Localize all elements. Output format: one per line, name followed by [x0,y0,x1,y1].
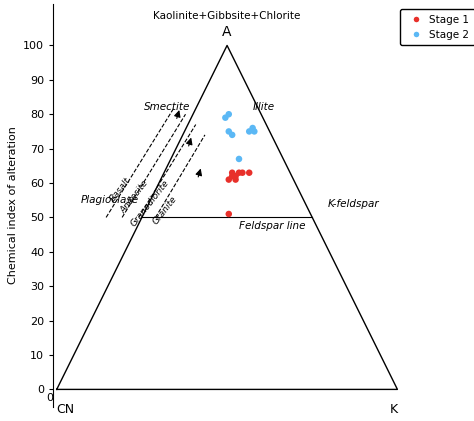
Text: Illite: Illite [253,102,275,112]
Y-axis label: Chemical index of alteration: Chemical index of alteration [8,126,18,284]
Text: Kaolinite+Gibbsite+Chlorite: Kaolinite+Gibbsite+Chlorite [154,11,301,21]
Point [228,173,236,179]
Text: A: A [222,24,232,39]
Point [251,128,258,135]
Point [232,176,239,183]
Point [235,169,243,176]
Text: Andesite: Andesite [119,179,151,215]
Point [238,169,246,176]
Point [225,111,233,117]
Text: K-feldspar: K-feldspar [328,199,379,209]
Point [246,128,253,135]
Legend: Stage 1, Stage 2: Stage 1, Stage 2 [400,9,474,45]
Text: Feldspar line: Feldspar line [239,221,306,231]
Point [225,210,233,217]
Text: K: K [389,403,397,416]
Point [228,131,236,138]
Text: Smectite: Smectite [144,102,190,112]
Point [232,173,239,179]
Point [228,169,236,176]
Text: CN: CN [57,403,75,416]
Text: Granodiorite: Granodiorite [129,179,171,229]
Point [225,176,233,183]
Point [235,156,243,163]
Point [225,128,233,135]
Point [221,115,229,121]
Text: Basalt: Basalt [109,176,133,204]
Text: Plagioclase: Plagioclase [81,195,139,205]
Point [246,169,253,176]
Text: 0: 0 [46,393,53,403]
Point [249,125,256,131]
Text: Granite: Granite [151,195,179,226]
